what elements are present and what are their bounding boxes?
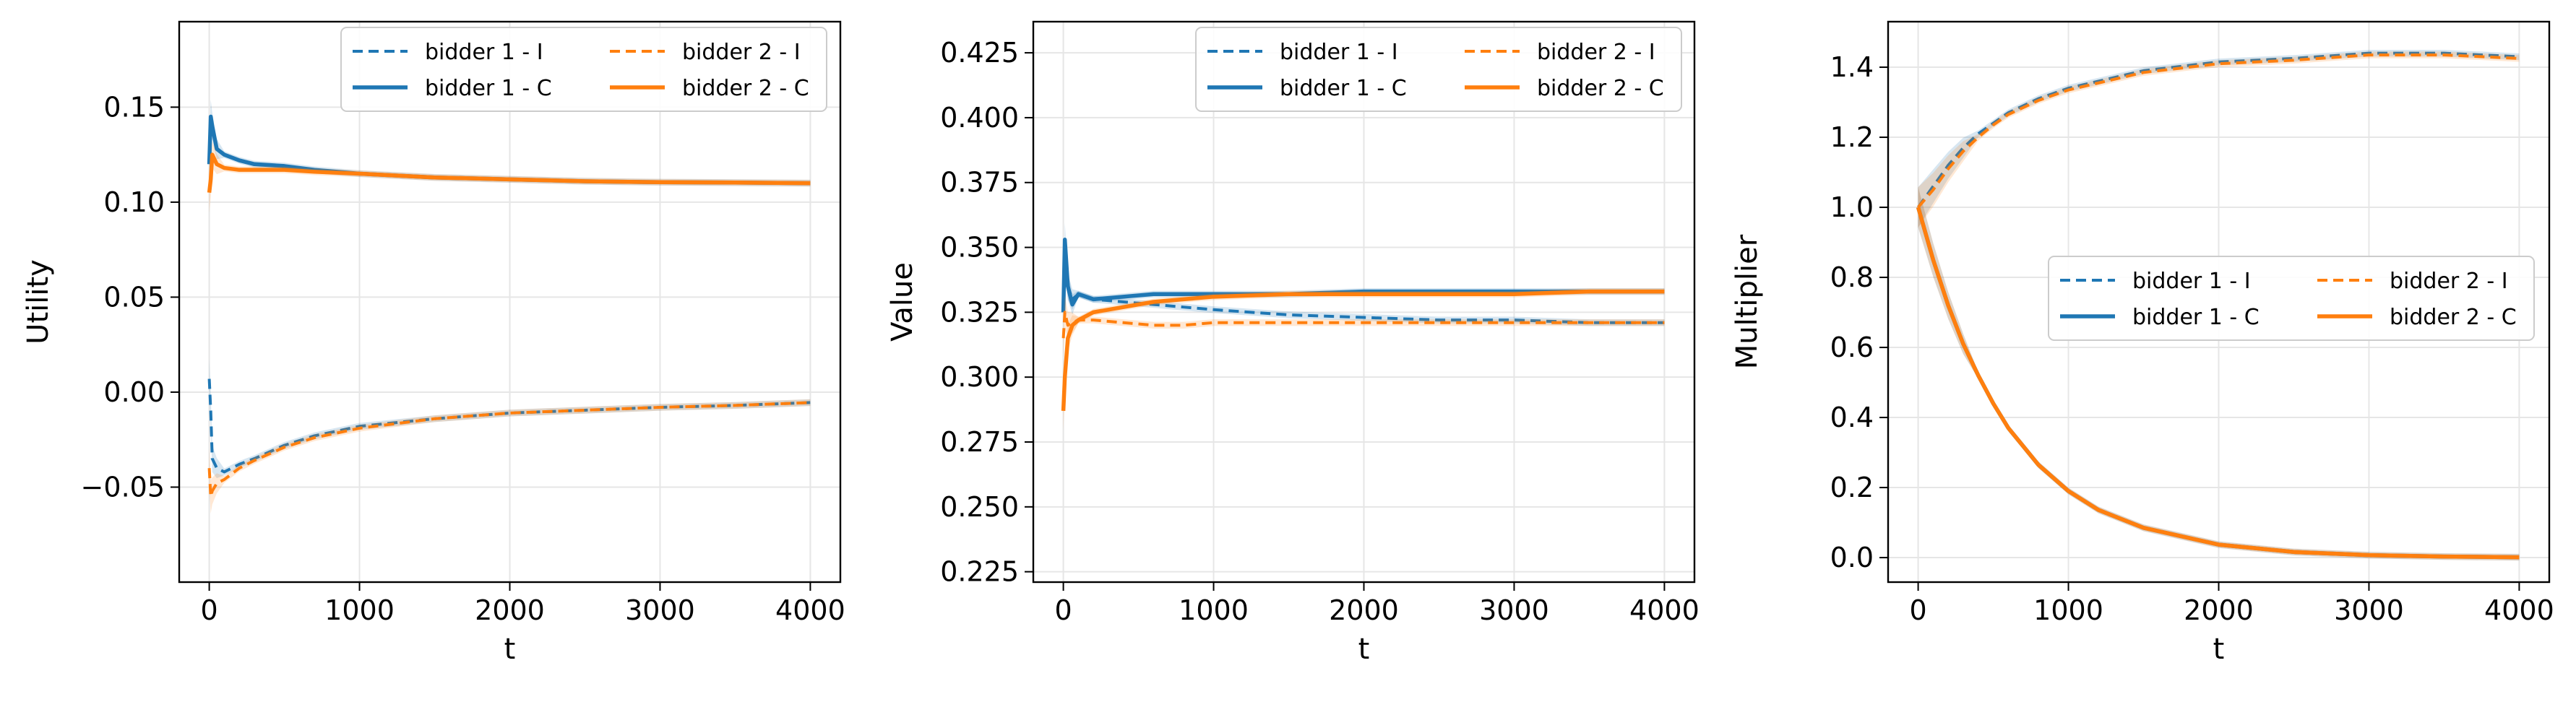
legend-label: bidder 2 - C — [2390, 305, 2517, 330]
legend-label: bidder 2 - I — [1537, 40, 1655, 65]
legend-label: bidder 1 - C — [2132, 305, 2260, 330]
x-tick-label: 0 — [1909, 594, 1926, 626]
x-tick-label: 1000 — [2033, 594, 2103, 626]
x-tick-label: 1000 — [324, 594, 395, 626]
y-tick-label: 0.00 — [103, 376, 165, 408]
chart-panel-3: 0 1000 2000 3000 4000 0.0 0.2 0.4 0.6 0.8 1.0 1.2 1.… — [1731, 20, 2554, 666]
legend: bidder 1 - I bidder 1 - C bidder 2 - I bidd… — [2048, 256, 2535, 341]
y-tick-label: 0.350 — [940, 232, 1019, 264]
y-tick-label: 0.05 — [103, 281, 165, 313]
y-tick-label: 0.8 — [1830, 261, 1874, 293]
series-line-bidder2-i — [1917, 53, 2520, 209]
legend-label: bidder 1 - C — [1280, 76, 1407, 101]
y-tick-label: 0.375 — [940, 167, 1019, 199]
y-tick-label: 0.425 — [940, 37, 1019, 69]
legend-label: bidder 2 - C — [1537, 76, 1664, 101]
y-tick-label: 0.10 — [103, 186, 165, 218]
y-tick-label: 0.4 — [1830, 402, 1874, 433]
y-tick-label: 0.15 — [103, 91, 165, 123]
legend-label: bidder 1 - I — [425, 40, 543, 65]
series-line-bidder2-c — [1061, 289, 1665, 412]
legend-label: bidder 1 - I — [2132, 269, 2251, 294]
x-tick-label: 4000 — [2484, 594, 2554, 626]
y-tick-label: −0.05 — [81, 471, 165, 503]
legend-label: bidder 1 - I — [1280, 40, 1398, 65]
legend: bidder 1 - I bidder 1 - C bidder 2 - I bidd… — [340, 27, 827, 112]
x-tick-label: 2000 — [475, 594, 545, 626]
series-band-3 — [1063, 295, 1665, 359]
x-tick-label: 0 — [200, 594, 217, 626]
chart-panel-1: 0 1000 2000 3000 4000 −0.05 0.00 0.05 0.10 0.15 t U… — [22, 20, 845, 666]
y-tick-label: 0.300 — [940, 361, 1019, 393]
y-tick-label: 0.0 — [1830, 542, 1874, 573]
y-tick-label: 1.0 — [1830, 191, 1874, 223]
x-tick-label: 4000 — [775, 594, 845, 626]
y-tick-label: 0.2 — [1830, 472, 1874, 503]
legend-label: bidder 1 - C — [425, 76, 552, 101]
series-line-bidder1-i — [1916, 51, 2520, 209]
chart-panel-2: 0 1000 2000 3000 4000 0.225 0.250 0.275 0.300 0.3… — [886, 20, 1700, 666]
x-axis-label: t — [2213, 633, 2225, 666]
series-line-bidder2-c — [207, 152, 811, 194]
x-tick-label: 1000 — [1179, 594, 1249, 626]
x-axis-label: t — [504, 633, 516, 666]
y-axis-label: Multiplier — [1731, 234, 1764, 369]
series-line-bidder1-c — [1061, 238, 1665, 313]
legend-box — [340, 27, 827, 112]
legend-label: bidder 2 - I — [682, 40, 801, 65]
x-tick-label: 3000 — [625, 594, 695, 626]
x-tick-label: 4000 — [1629, 594, 1700, 626]
y-tick-label: 0.6 — [1830, 332, 1874, 363]
series-line-bidder2-i — [1061, 311, 1665, 339]
x-axis-label: t — [1358, 633, 1370, 666]
y-axis-label: Value — [886, 262, 919, 342]
legend: bidder 1 - I bidder 1 - C bidder 2 - I bidd… — [1195, 27, 1682, 112]
y-tick-label: 0.325 — [940, 296, 1019, 328]
y-tick-label: 0.250 — [940, 491, 1019, 523]
x-tick-label: 3000 — [2334, 594, 2404, 626]
series-line-bidder1-i — [207, 378, 811, 474]
x-tick-label: 2000 — [1329, 594, 1399, 626]
y-tick-label: 1.2 — [1830, 121, 1874, 153]
x-tick-label: 3000 — [1479, 594, 1549, 626]
series-band-4 — [209, 141, 811, 213]
x-tick-label: 2000 — [2184, 594, 2254, 626]
x-tick-label: 0 — [1054, 594, 1072, 626]
series-line-bidder2-c — [1916, 207, 2520, 560]
legend-label: bidder 2 - C — [682, 76, 809, 101]
legend-box — [1195, 27, 1682, 112]
y-tick-label: 0.275 — [940, 426, 1019, 458]
y-axis-label: Utility — [22, 259, 55, 344]
series-line-bidder2-i — [207, 401, 811, 498]
legend-label: bidder 2 - I — [2390, 269, 2508, 294]
y-tick-label: 0.400 — [940, 102, 1019, 134]
y-tick-label: 0.225 — [940, 556, 1019, 588]
y-tick-label: 1.4 — [1830, 51, 1874, 83]
legend-box — [2048, 256, 2535, 341]
